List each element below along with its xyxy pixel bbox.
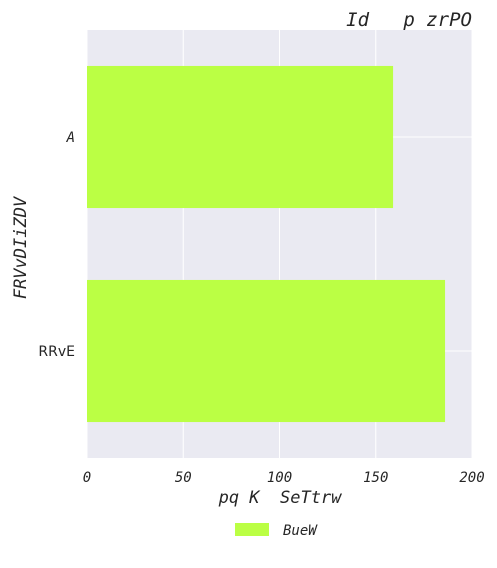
x-tick-label: 50: [175, 470, 192, 486]
x-tick-labels: 0 50 100 150 200: [83, 470, 485, 486]
legend-label: BueW: [283, 523, 318, 539]
x-tick-label: 100: [267, 470, 292, 486]
x-axis-label: pq K SeTtrw: [218, 488, 343, 508]
bar-a: [87, 65, 394, 209]
y-axis-label: FRVvDIiZDV: [11, 196, 31, 299]
legend-swatch: [235, 523, 269, 536]
chart-title: Id p zrPO: [346, 9, 472, 31]
bars: [87, 65, 446, 423]
x-tick-label: 200: [459, 470, 484, 486]
x-tick-label: 150: [363, 470, 388, 486]
x-tick-label: 0: [83, 470, 91, 486]
bar-rrve: [87, 279, 446, 423]
y-tick-labels: A RRvE: [38, 130, 75, 360]
y-tick-label: RRvE: [38, 344, 75, 360]
legend: BueW: [235, 523, 318, 539]
y-tick-label: A: [66, 130, 75, 146]
